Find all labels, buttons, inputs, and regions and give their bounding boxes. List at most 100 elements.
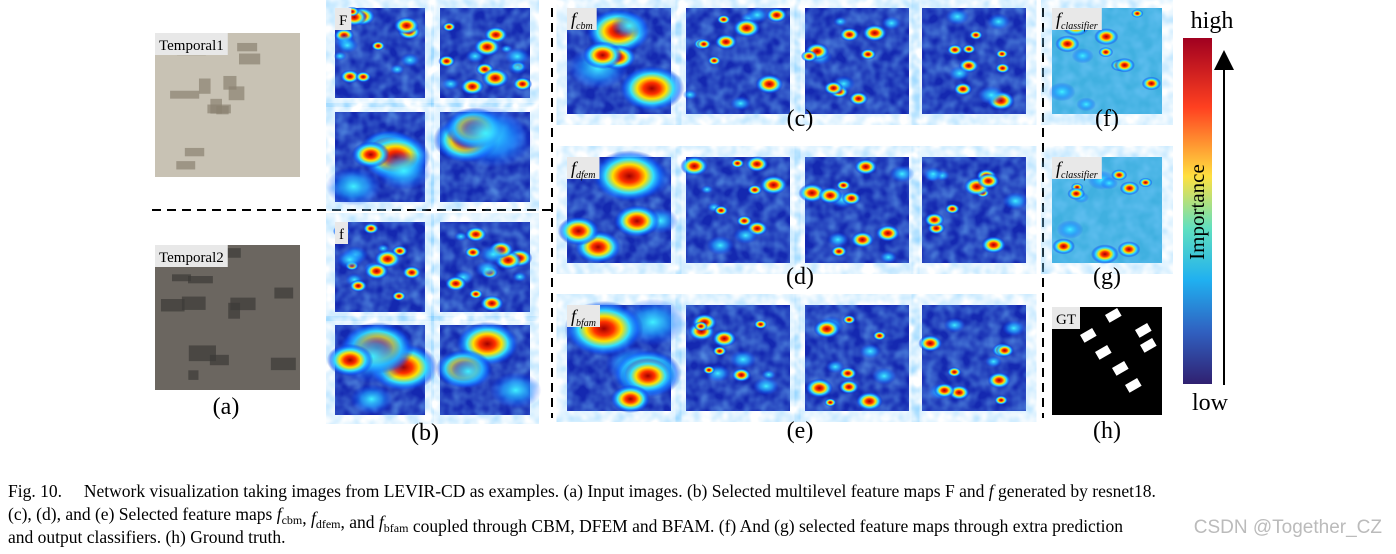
heat-blob xyxy=(736,215,753,227)
heat-blob xyxy=(1090,244,1119,264)
heat-blob xyxy=(953,82,973,96)
heat-blob xyxy=(833,16,848,27)
caption-text: (c), (d), and (e) Selected feature maps xyxy=(8,504,277,524)
heat-blob xyxy=(592,150,667,203)
heatmap xyxy=(918,305,1026,411)
subscript: dfem xyxy=(576,170,595,181)
heat-blob xyxy=(872,367,897,385)
heat-blob xyxy=(340,69,360,84)
heat-blob xyxy=(838,367,857,380)
symbol: f xyxy=(1056,9,1064,29)
heatmap xyxy=(567,8,685,114)
symbol: f xyxy=(1056,158,1064,178)
heat-blob xyxy=(1119,181,1140,196)
caption-text: coupled through CBM, DFEM and BFAM. (f) … xyxy=(408,516,1123,536)
heatmap xyxy=(922,8,1026,114)
heatmap xyxy=(332,222,425,312)
heat-blob xyxy=(371,41,386,51)
heat-blob xyxy=(854,158,878,175)
heat-blob xyxy=(613,204,661,238)
heat-blob xyxy=(512,271,528,282)
heat-blob xyxy=(943,317,966,333)
heat-blob xyxy=(924,212,945,227)
heat-blob xyxy=(985,355,1002,368)
panel-label: (e) xyxy=(787,418,814,444)
heat-blob xyxy=(824,398,837,407)
heat-blob xyxy=(830,245,847,258)
heat-blob xyxy=(355,71,372,83)
math-symbol: f xyxy=(989,481,996,501)
panel-tag: fcbm xyxy=(571,9,593,32)
heatmap xyxy=(326,322,439,415)
heat-blob xyxy=(855,391,883,411)
panel-tag: fbfam xyxy=(571,306,596,329)
heat-blob xyxy=(850,231,875,248)
caption-line: and output classifiers. (h) Ground truth… xyxy=(8,527,286,547)
math-sub: dfem xyxy=(316,517,341,531)
heat-blob xyxy=(716,14,731,25)
photo-detail xyxy=(188,345,216,362)
gt-building xyxy=(1095,345,1112,360)
heat-blob xyxy=(446,105,525,161)
photo-detail xyxy=(270,357,296,371)
heat-blob xyxy=(364,262,389,280)
heatmap xyxy=(325,112,432,206)
heat-blob xyxy=(696,39,711,50)
heatmap xyxy=(438,8,533,98)
heat-blob xyxy=(981,236,1006,254)
panel-tag: GT xyxy=(1056,312,1076,328)
panel-tag: fclassifier xyxy=(1056,158,1098,181)
photo-detail xyxy=(224,248,241,258)
heat-blob xyxy=(826,360,845,374)
heat-blob xyxy=(962,44,976,54)
heat-blob xyxy=(1048,82,1076,102)
heat-blob xyxy=(994,395,1008,405)
heat-blob xyxy=(442,22,456,32)
photo-detail xyxy=(172,274,192,282)
heat-blob xyxy=(1002,192,1029,210)
math-sub: cbm xyxy=(282,513,303,527)
heat-blob xyxy=(454,231,468,242)
panel-label: (c) xyxy=(787,106,814,132)
heat-blob xyxy=(441,77,460,91)
caption-line: (c), (d), and (e) Selected feature maps … xyxy=(8,504,1123,536)
math-symbol: f xyxy=(311,508,318,528)
heat-blob xyxy=(464,246,482,259)
subscript: classifier xyxy=(1061,170,1098,181)
heat-blob xyxy=(402,265,422,280)
heat-blob xyxy=(827,232,849,247)
heat-blob xyxy=(729,350,757,369)
heat-blob xyxy=(944,203,960,214)
heat-blob xyxy=(839,27,860,42)
heat-blob xyxy=(336,37,359,54)
heat-blob xyxy=(619,65,685,112)
heat-blob xyxy=(731,368,752,382)
heat-blob xyxy=(400,53,420,67)
watermark: CSDN @Together_CZ xyxy=(1194,517,1383,538)
caption-text: , and xyxy=(341,512,379,532)
heat-blob xyxy=(766,7,788,23)
tag-bg xyxy=(1052,307,1080,329)
heat-blob xyxy=(805,378,834,398)
heat-blob xyxy=(1002,320,1026,337)
math-sub: bfam xyxy=(384,521,409,535)
colorbar xyxy=(1183,38,1212,384)
heat-blob xyxy=(947,367,962,378)
heat-blob xyxy=(468,289,483,299)
heat-blob xyxy=(923,167,944,181)
photo-detail xyxy=(170,90,200,99)
heat-blob xyxy=(611,13,648,39)
heat-blob xyxy=(841,191,862,206)
panel-label: (b) xyxy=(411,420,439,446)
heatmap xyxy=(433,105,533,202)
photo-detail xyxy=(176,161,196,170)
heat-blob xyxy=(349,279,367,293)
heat-blob xyxy=(1141,76,1162,91)
heat-blob xyxy=(490,372,542,409)
heat-blob xyxy=(582,41,623,70)
heat-blob xyxy=(747,184,763,196)
heat-blob xyxy=(1117,241,1141,258)
heat-blob xyxy=(889,165,915,183)
